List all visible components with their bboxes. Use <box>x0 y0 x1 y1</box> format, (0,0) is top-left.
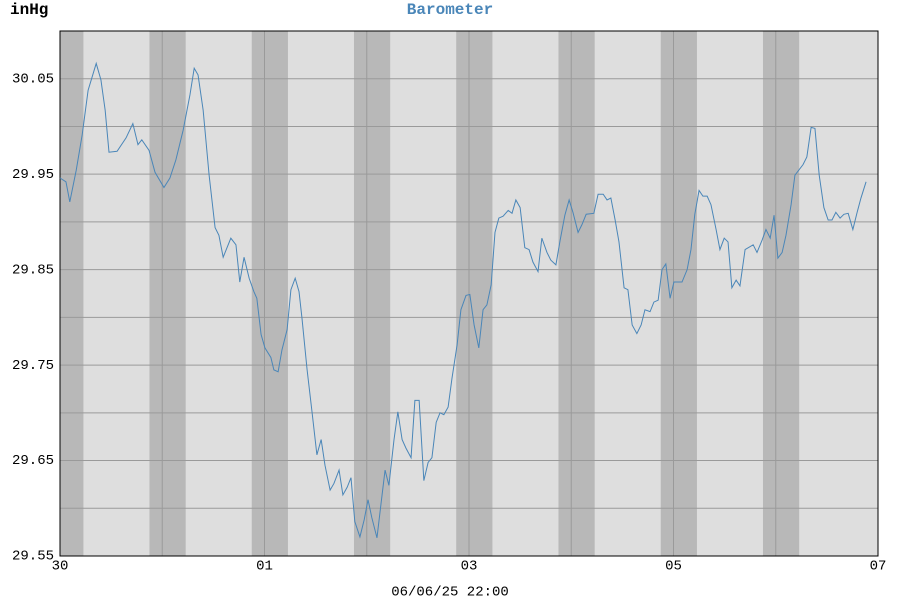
x-tick-label: 07 <box>870 559 887 575</box>
y-tick-label: 29.85 <box>12 262 54 278</box>
y-tick-label: 29.75 <box>12 358 54 374</box>
x-tick-label: 03 <box>461 559 478 575</box>
night-band <box>353 31 391 556</box>
night-band <box>149 31 186 556</box>
night-band <box>660 31 697 556</box>
night-band <box>60 31 84 556</box>
y-tick-label: 29.65 <box>12 453 54 469</box>
night-band <box>558 31 595 556</box>
night-band <box>762 31 800 556</box>
x-tick-label: 05 <box>665 559 682 575</box>
y-tick-label: 29.55 <box>12 549 54 565</box>
y-tick-label: 30.05 <box>12 71 54 87</box>
night-band <box>251 31 288 556</box>
x-tick-label: 01 <box>256 559 273 575</box>
y-axis-label: inHg <box>10 1 48 19</box>
x-axis-label: 06/06/25 22:00 <box>391 585 509 600</box>
x-tick-label: 30 <box>52 559 69 575</box>
night-band <box>456 31 493 556</box>
y-tick-label: 29.95 <box>12 167 54 183</box>
plot-frame <box>59 30 879 557</box>
chart-title: Barometer <box>407 1 493 19</box>
series-line <box>59 61 867 539</box>
